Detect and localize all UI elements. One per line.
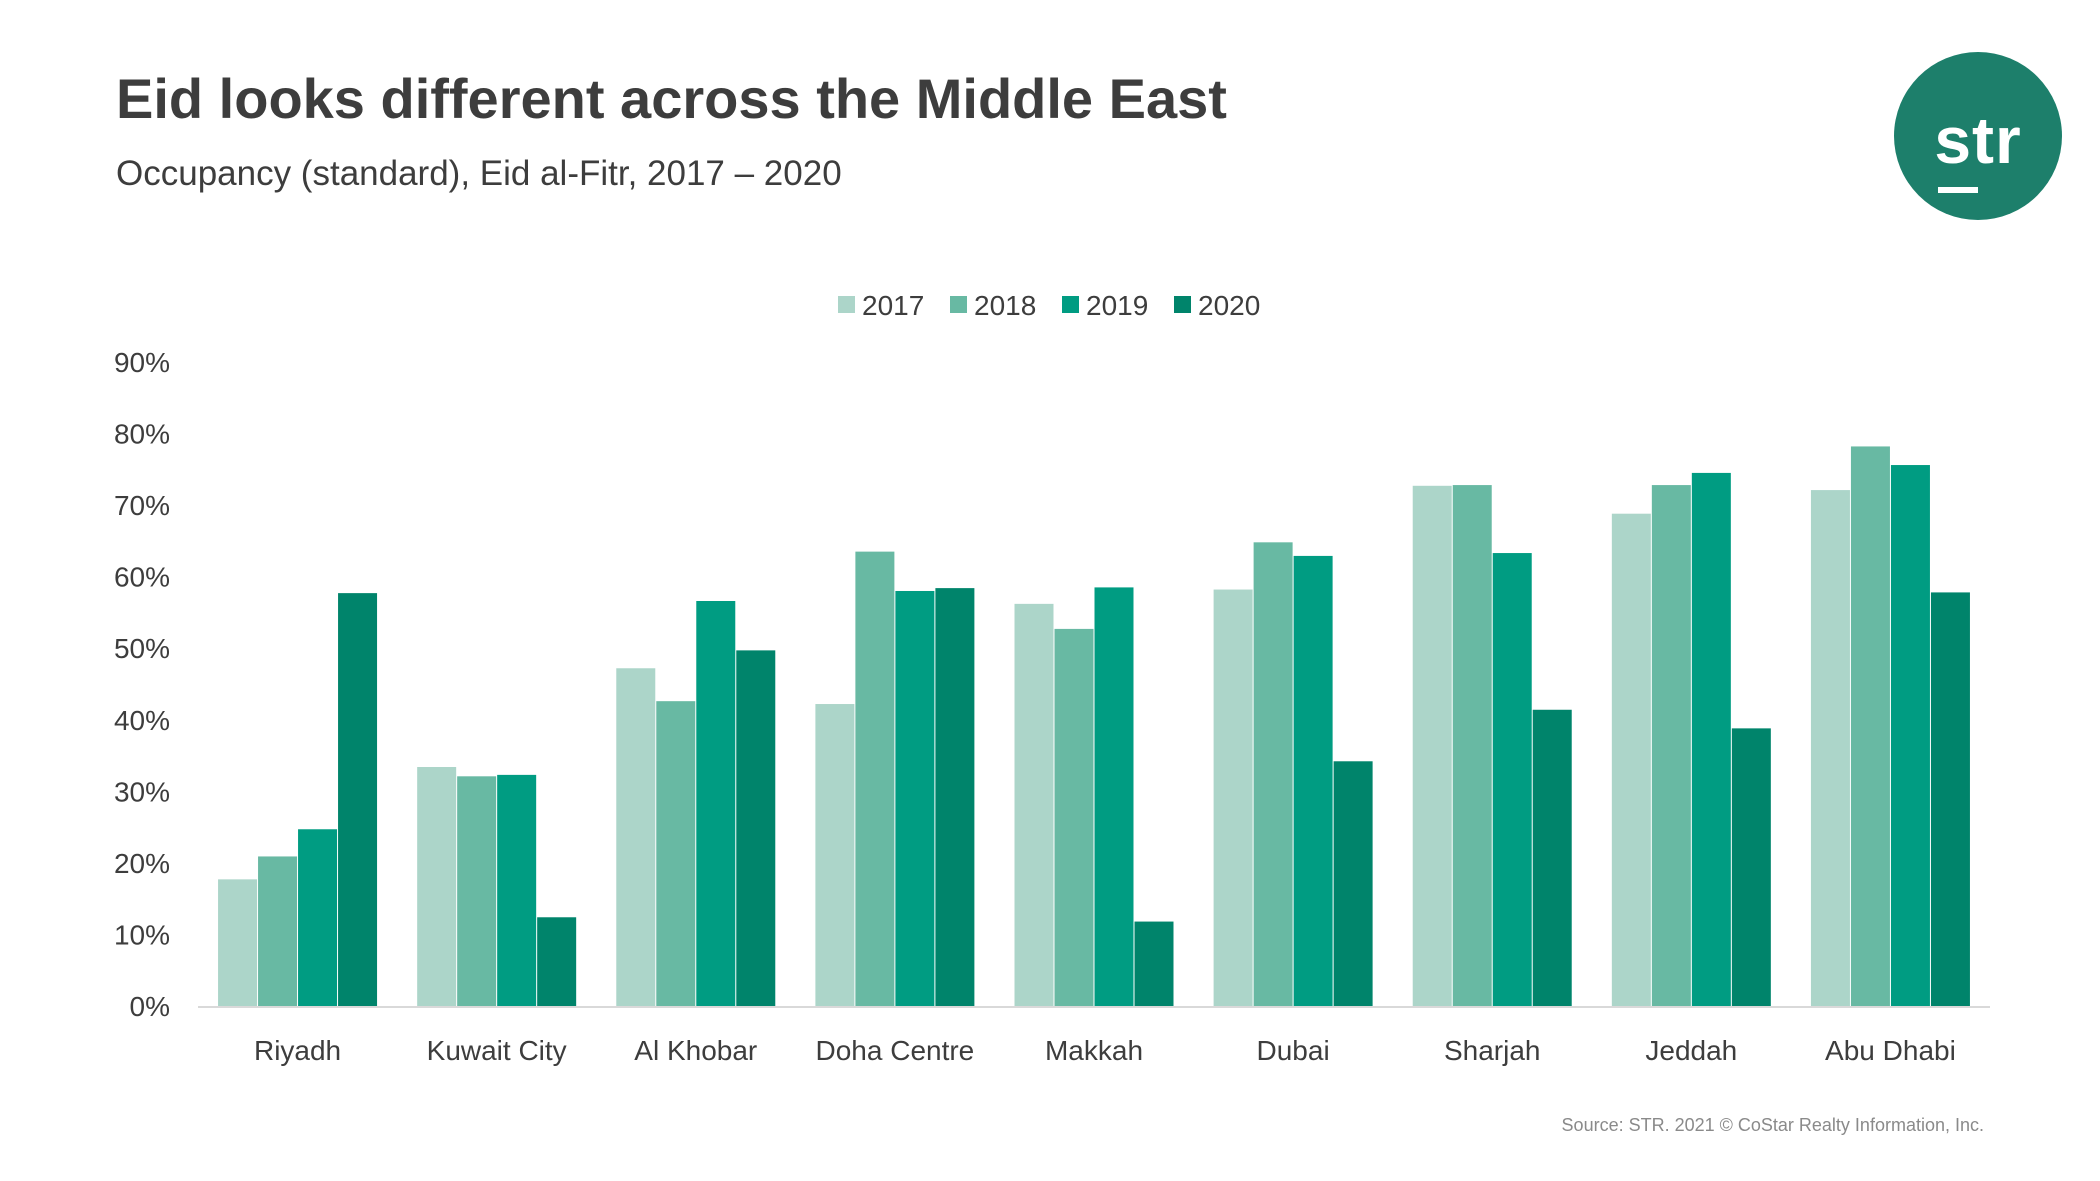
bar-2019-jeddah [1691, 472, 1731, 1006]
bar-2019-makkah [1094, 587, 1134, 1006]
bar-2017-makkah [1014, 603, 1054, 1006]
bar-2019-dubai [1293, 555, 1333, 1006]
bar-2020-abu-dhabi [1930, 592, 1970, 1006]
bar-2019-doha-centre [895, 590, 935, 1006]
bar-2020-doha-centre [935, 588, 975, 1006]
x-tick-label: Abu Dhabi [1825, 1035, 1956, 1066]
bar-2017-sharjah [1412, 485, 1452, 1006]
bar-2017-jeddah [1611, 513, 1651, 1006]
bar-2018-jeddah [1651, 485, 1691, 1006]
bar-2018-al-khobar [656, 701, 696, 1006]
legend-swatch-2019 [1062, 296, 1079, 313]
bar-2017-riyadh [218, 879, 258, 1006]
x-tick-label: Riyadh [254, 1035, 341, 1066]
y-tick-label: 90% [114, 347, 170, 378]
bar-2020-al-khobar [736, 650, 776, 1006]
x-tick-label: Sharjah [1444, 1035, 1541, 1066]
logo-underline [1938, 187, 1978, 193]
y-tick-label: 50% [114, 633, 170, 664]
bar-2017-al-khobar [616, 668, 656, 1006]
bar-2020-kuwait-city [537, 917, 577, 1006]
bar-2018-makkah [1054, 628, 1094, 1006]
bar-2019-sharjah [1492, 553, 1532, 1006]
x-tick-label: Dubai [1257, 1035, 1330, 1066]
y-tick-label: 40% [114, 705, 170, 736]
source-note: Source: STR. 2021 © CoStar Realty Inform… [1561, 1115, 1984, 1135]
bar-2020-dubai [1333, 761, 1373, 1006]
legend-swatch-2017 [838, 296, 855, 313]
bar-2018-sharjah [1452, 485, 1492, 1006]
bar-2017-dubai [1213, 589, 1253, 1006]
y-tick-label: 10% [114, 919, 170, 950]
y-tick-label: 0% [130, 991, 170, 1022]
y-tick-label: 60% [114, 562, 170, 593]
bar-2018-abu-dhabi [1850, 446, 1890, 1006]
x-tick-label: Al Khobar [634, 1035, 757, 1066]
bar-2018-dubai [1253, 542, 1293, 1006]
bar-2017-doha-centre [815, 704, 855, 1006]
bar-2020-sharjah [1532, 709, 1572, 1006]
bar-2019-kuwait-city [497, 774, 537, 1006]
bar-2020-jeddah [1731, 728, 1771, 1006]
bar-2018-riyadh [258, 856, 298, 1006]
y-tick-label: 80% [114, 419, 170, 450]
bar-2019-riyadh [298, 829, 338, 1006]
bar-2020-riyadh [338, 593, 378, 1006]
bar-2017-abu-dhabi [1810, 490, 1850, 1006]
x-tick-label: Kuwait City [427, 1035, 567, 1066]
bar-2018-doha-centre [855, 551, 895, 1006]
logo-text: str [1934, 103, 2022, 177]
x-tick-label: Doha Centre [816, 1035, 975, 1066]
str-logo: str [1894, 52, 2062, 220]
x-tick-label: Jeddah [1645, 1035, 1737, 1066]
y-tick-label: 70% [114, 490, 170, 521]
legend-label-2017: 2017 [862, 290, 924, 321]
chart-subtitle: Occupancy (standard), Eid al-Fitr, 2017 … [116, 154, 842, 193]
bar-2020-makkah [1134, 921, 1174, 1006]
legend-swatch-2018 [950, 296, 967, 313]
bar-2019-abu-dhabi [1890, 465, 1930, 1006]
bar-2017-kuwait-city [417, 767, 457, 1006]
legend-swatch-2020 [1174, 296, 1191, 313]
y-tick-label: 20% [114, 848, 170, 879]
bar-2018-kuwait-city [457, 776, 497, 1006]
x-tick-label: Makkah [1045, 1035, 1143, 1066]
y-tick-label: 30% [114, 776, 170, 807]
legend-label-2018: 2018 [974, 290, 1036, 321]
chart-title: Eid looks different across the Middle Ea… [116, 67, 1227, 130]
legend-label-2019: 2019 [1086, 290, 1148, 321]
bar-2019-al-khobar [696, 600, 736, 1006]
legend-label-2020: 2020 [1198, 290, 1260, 321]
